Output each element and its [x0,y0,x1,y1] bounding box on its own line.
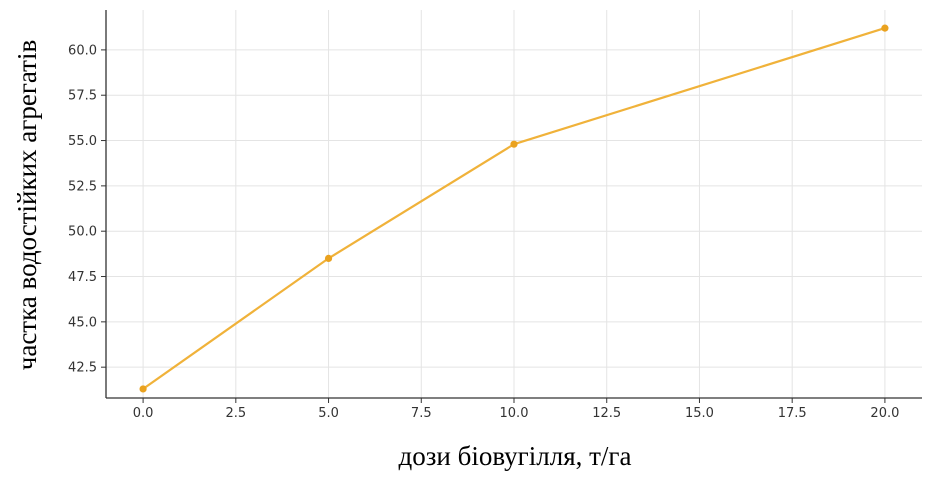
x-tick-label: 12.5 [592,406,621,421]
x-tick-label: 5.0 [318,406,339,421]
series-layer [139,24,889,393]
x-tick-label: 20.0 [870,406,899,421]
axes [101,10,922,403]
data-point [139,385,147,393]
x-tick-label: 10.0 [500,406,529,421]
y-tick-label: 45.0 [68,315,97,330]
data-point [510,140,518,148]
data-point [881,24,889,32]
y-tick-label: 52.5 [68,179,97,194]
x-tick-label: 2.5 [225,406,246,421]
x-axis-title: дози біовугілля, т/га [399,441,632,471]
y-tick-label: 60.0 [68,43,97,58]
y-tick-label: 57.5 [68,89,97,104]
data-point [324,254,333,262]
y-tick-label: 42.5 [68,361,97,376]
x-tick-label: 7.5 [411,406,432,421]
y-tick-label: 55.0 [68,134,97,149]
y-axis-title: частка водостійких агрегатів [12,40,42,371]
tick-labels: 0.0 2.5 5.0 7.5 10.0 12.5 15.0 17.5 20.0 42.5 45.0… [68,43,899,421]
x-tick-label: 15.0 [685,406,714,421]
y-tick-label: 50.0 [68,225,97,240]
x-tick-label: 0.0 [133,406,154,421]
x-tick-label: 17.5 [778,406,807,421]
grid-lines [106,10,922,398]
y-tick-label: 47.5 [68,270,97,285]
series-line [142,27,886,390]
